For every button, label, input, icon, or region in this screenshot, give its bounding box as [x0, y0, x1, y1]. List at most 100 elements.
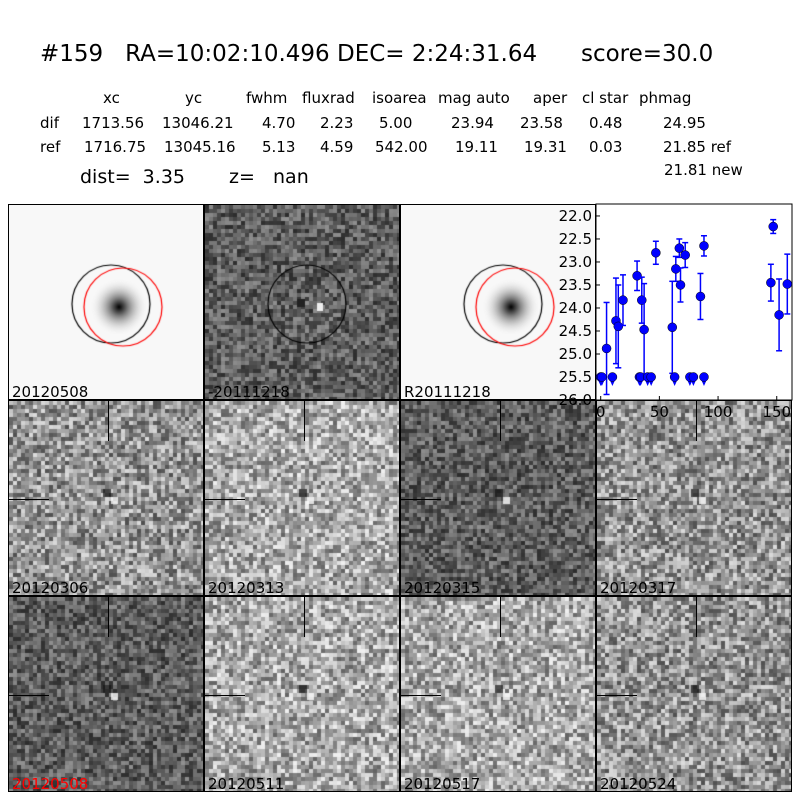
data-point	[613, 321, 624, 332]
table-cell: 0.48	[589, 114, 623, 132]
panel-date-label: 20120315	[404, 579, 481, 596]
crosshair-tick	[401, 499, 441, 500]
column-header: aper	[533, 89, 568, 107]
table-cell: 21.85 ref	[663, 138, 732, 156]
data-point	[671, 264, 681, 274]
crosshair-tick	[696, 401, 697, 441]
data-point	[611, 316, 621, 326]
cutout-image	[597, 597, 791, 791]
table-cell: 23.58	[520, 114, 563, 132]
data-point	[618, 295, 628, 305]
data-point	[639, 324, 649, 335]
upper-limit-marker	[685, 376, 694, 386]
data-point	[768, 221, 778, 232]
cutout-image	[401, 597, 595, 791]
plot-area	[595, 203, 793, 401]
dist-value: dist= 3.35	[80, 166, 185, 188]
column-header: phmag	[639, 89, 692, 107]
panel-date-label: 20120317	[600, 579, 677, 596]
crosshair-tick	[304, 597, 305, 637]
table-cell: 24.95	[663, 114, 706, 132]
upper-limit-point	[646, 372, 656, 382]
image-panel[interactable]: 20120317	[596, 400, 792, 596]
panel-date-label: 20120306	[12, 579, 89, 596]
image-panel[interactable]: R20111218	[400, 204, 596, 400]
data-point	[637, 295, 647, 305]
crosshair-tick	[500, 401, 501, 441]
data-point	[667, 322, 678, 333]
cutout-image	[9, 205, 203, 399]
table-cell: 13045.16	[164, 138, 236, 156]
panel-date-label: 20120508	[12, 383, 89, 400]
page-title: #159 RA=10:02:10.496 DEC= 2:24:31.64 sco…	[40, 41, 714, 67]
data-point	[674, 243, 685, 253]
upper-limit-marker	[596, 376, 605, 386]
upper-limit-point	[685, 372, 695, 382]
upper-limit-point	[699, 372, 709, 382]
upper-limit-point	[688, 372, 699, 382]
image-panel[interactable]: 20120508	[8, 596, 204, 792]
panel-date-label: R20111218	[404, 383, 491, 400]
image-panel[interactable]: 20120517	[400, 596, 596, 792]
column-header: mag auto	[438, 89, 510, 107]
image-panel[interactable]: -20111218	[204, 204, 400, 400]
table-cell: 542.00	[375, 138, 428, 156]
panel-date-label: 20120313	[208, 579, 285, 596]
panel-date-label: 20120508	[12, 775, 89, 792]
crosshair-tick	[9, 499, 49, 500]
table-cell: 13046.21	[162, 114, 234, 132]
cutout-image	[205, 205, 399, 399]
table-cell: 19.11	[455, 138, 498, 156]
upper-limit-point	[669, 372, 680, 382]
crosshair-tick	[304, 401, 305, 441]
image-panel[interactable]: 20120315	[400, 400, 596, 596]
upper-limit-point	[595, 372, 606, 382]
cutout-image	[9, 401, 203, 595]
image-panel[interactable]: 20120306	[8, 400, 204, 596]
crosshair-tick	[597, 499, 637, 500]
crosshair-tick	[9, 695, 49, 696]
table-cell: 4.70	[262, 114, 296, 132]
phmag-new: 21.81 new	[664, 161, 743, 179]
crosshair-tick	[401, 695, 441, 696]
upper-limit-marker	[670, 376, 679, 386]
crosshair-tick	[696, 597, 697, 637]
upper-limit-point	[634, 372, 645, 382]
cutout-image	[205, 597, 399, 791]
crosshair-tick	[108, 597, 109, 637]
upper-limit-marker	[636, 376, 645, 386]
column-header: cl star	[582, 89, 629, 107]
table-cell: 23.94	[451, 114, 494, 132]
image-panel[interactable]: 20120313	[204, 400, 400, 596]
row-label: ref	[40, 138, 61, 156]
data-point	[680, 250, 690, 260]
cutout-image	[401, 205, 595, 399]
row-label: dif	[40, 114, 59, 132]
column-header: isoarea	[372, 89, 427, 107]
upper-limit-marker	[647, 376, 656, 386]
crosshair-tick	[205, 499, 245, 500]
crosshair-tick	[597, 695, 637, 696]
image-panel[interactable]: 20120524	[596, 596, 792, 792]
upper-limit-marker	[643, 376, 652, 386]
table-cell: 5.00	[379, 114, 413, 132]
table-cell: 5.13	[262, 138, 296, 156]
image-panel[interactable]: 20120508	[8, 204, 204, 400]
table-cell: 1713.56	[82, 114, 145, 132]
table-cell: 4.59	[320, 138, 354, 156]
data-point	[601, 343, 612, 354]
data-point	[699, 241, 709, 251]
table-cell: 1716.75	[84, 138, 147, 156]
upper-limit-point	[642, 372, 653, 382]
data-point	[651, 248, 661, 258]
data-point	[782, 279, 793, 289]
cutout-image	[401, 401, 595, 595]
table-cell: 0.03	[589, 138, 623, 156]
crosshair-tick	[205, 695, 245, 696]
column-header: fwhm	[246, 89, 288, 107]
upper-limit-marker	[699, 376, 708, 386]
column-header: yc	[185, 89, 203, 107]
image-panel[interactable]: 20120511	[204, 596, 400, 792]
upper-limit-marker	[689, 376, 698, 386]
upper-limit-point	[597, 372, 607, 382]
